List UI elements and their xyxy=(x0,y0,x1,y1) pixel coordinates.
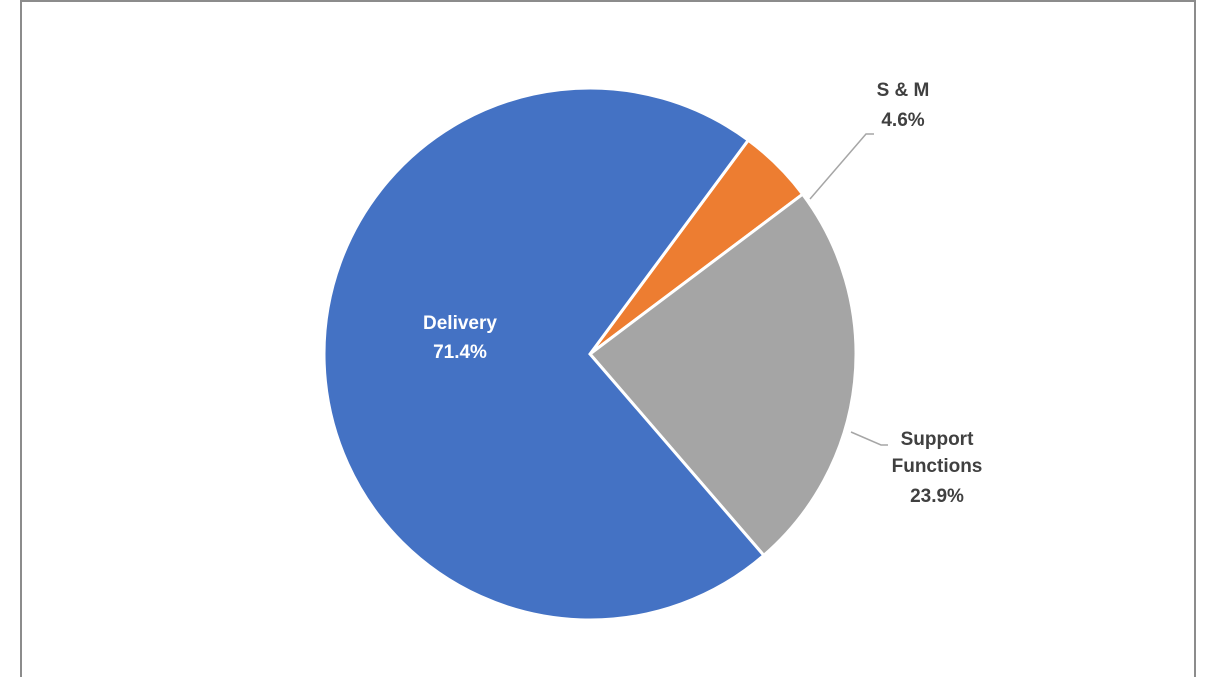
support-functions-label-line2: Functions xyxy=(892,456,983,477)
s-and-m-value-label: 4.6% xyxy=(881,110,924,131)
support-functions-label-line1: Support xyxy=(901,429,974,450)
support-functions-leader-line xyxy=(850,431,888,446)
support-functions-value-label: 23.9% xyxy=(910,486,964,507)
leader-lines xyxy=(809,133,888,446)
support-functions-slice xyxy=(587,192,858,558)
s-and-m-label: S & M xyxy=(877,80,930,101)
delivery-slice xyxy=(322,86,766,622)
delivery-value-label: 71.4% xyxy=(433,342,487,363)
delivery-label: Delivery xyxy=(423,313,497,334)
pie-slices xyxy=(322,86,858,622)
s-and-m-leader-line xyxy=(809,133,874,200)
